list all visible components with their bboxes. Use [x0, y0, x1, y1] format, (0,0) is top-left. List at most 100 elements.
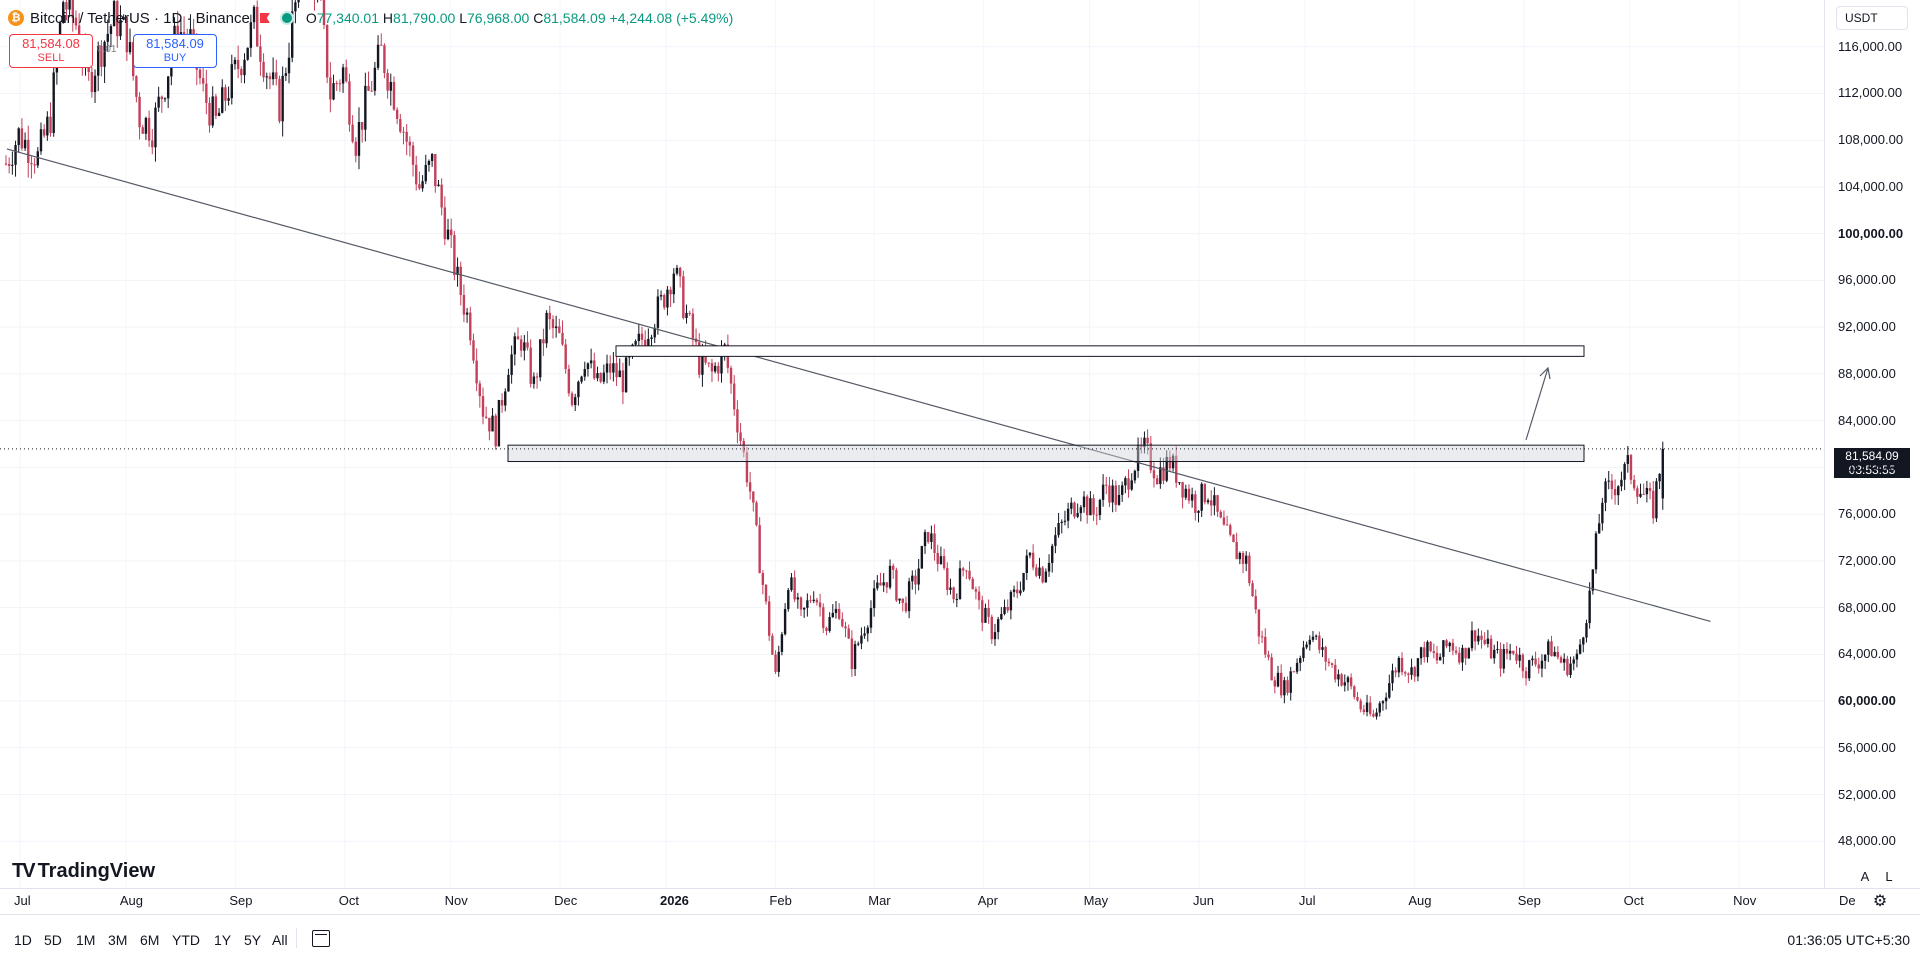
candle-body — [1054, 535, 1057, 546]
candle-body — [1070, 502, 1073, 509]
candle-body — [586, 363, 590, 370]
candle-body — [977, 591, 981, 601]
time-tick-label: Jul — [14, 893, 31, 908]
candle-body — [325, 25, 329, 78]
price-tick-label: 112,000.00 — [1838, 85, 1903, 101]
candle-body — [637, 333, 641, 342]
candle-body — [144, 117, 148, 134]
candle-body — [1245, 555, 1248, 564]
candle-body — [907, 581, 911, 612]
range-button-6m[interactable]: 6M — [140, 932, 160, 948]
candle-body — [720, 349, 723, 374]
flag-icon[interactable] — [259, 13, 270, 23]
log-scale-button[interactable]: L — [1885, 868, 1893, 884]
candle-body — [415, 164, 418, 185]
time-tick-label: Sep — [1517, 893, 1541, 908]
range-button-3m[interactable]: 3M — [108, 932, 128, 948]
candle-body — [236, 59, 240, 70]
candle-body — [1445, 640, 1448, 647]
candle-body — [904, 602, 908, 612]
candle-body — [612, 363, 615, 373]
candle-body — [71, 0, 74, 18]
range-button-ytd[interactable]: YTD — [172, 932, 200, 948]
candle-body — [230, 64, 233, 99]
candle-body — [1340, 674, 1343, 686]
candle-body — [430, 154, 434, 161]
candle-body — [1330, 663, 1334, 665]
candle-body — [990, 616, 993, 640]
candle-body — [138, 96, 141, 128]
candle-body — [1607, 480, 1610, 482]
candle-body — [580, 376, 583, 382]
candle-body — [656, 296, 660, 328]
candle-body — [440, 184, 443, 208]
candle-body — [1566, 658, 1569, 675]
candle-body — [1461, 647, 1464, 663]
time-axis[interactable]: ⚙ Jul Aug Sep Oct Nov Dec 2026 Feb Mar Apr May Jun J… — [0, 888, 1920, 915]
candle-body — [201, 78, 205, 84]
resistance-zone — [615, 345, 1585, 357]
candle-body — [701, 351, 704, 375]
candle-body — [1016, 589, 1019, 594]
candle-body — [539, 339, 542, 378]
candle-body — [1540, 660, 1544, 669]
candle-body — [243, 59, 246, 76]
candle-body — [1515, 653, 1518, 661]
candle-body — [329, 77, 332, 100]
candle-body — [17, 128, 20, 146]
price-chart[interactable] — [0, 0, 1824, 888]
price-axis[interactable] — [1824, 0, 1920, 888]
chart-area[interactable]: ₿ Bitcoin / TetherUS · 1D · Binance O77,… — [0, 0, 1824, 888]
candle-body — [1559, 657, 1563, 663]
current-price-tag: 81,584.09 03:53:55 — [1834, 448, 1910, 478]
candle-body — [787, 590, 790, 610]
candle-body — [882, 582, 885, 586]
candle-body — [1477, 635, 1480, 642]
range-button-1y[interactable]: 1Y — [214, 932, 232, 948]
candle-body — [860, 635, 863, 644]
symbol-title[interactable]: Bitcoin / TetherUS · 1D · Binance — [30, 9, 250, 27]
candle-body — [1365, 702, 1369, 713]
candle-body — [1505, 648, 1509, 654]
candle-body — [383, 45, 386, 74]
candle-body — [411, 145, 415, 165]
candle-body — [246, 47, 249, 60]
candle-body — [1623, 463, 1626, 480]
candle-body — [395, 109, 399, 120]
range-button-1d[interactable]: 1D — [14, 932, 32, 948]
symbol-header[interactable]: ₿ Bitcoin / TetherUS · 1D · Binance O77,… — [8, 7, 733, 29]
candle-body — [192, 29, 195, 35]
market-open-icon — [279, 11, 294, 25]
candle-body — [535, 376, 539, 378]
sell-button[interactable]: 81,584.08 SELL — [9, 34, 93, 68]
candle-body — [1260, 636, 1264, 638]
currency-select[interactable]: USDT — [1836, 6, 1908, 30]
candle-body — [981, 600, 984, 623]
candle-body — [373, 67, 377, 91]
candle-body — [713, 365, 717, 372]
candle-body — [529, 347, 532, 384]
range-button-all[interactable]: All — [272, 932, 288, 948]
candle-body — [758, 525, 761, 574]
candle-body — [898, 598, 901, 601]
candle-body — [1111, 485, 1114, 503]
range-button-5d[interactable]: 5D — [44, 932, 62, 948]
candle-body — [20, 128, 24, 149]
buy-button[interactable]: 81,584.09 BUY — [133, 34, 217, 68]
candle-body — [364, 85, 367, 130]
tradingview-logo[interactable]: TV TradingView — [12, 860, 155, 883]
calendar-icon[interactable] — [312, 930, 330, 947]
candle-body — [1146, 437, 1149, 444]
candle-body — [923, 532, 927, 547]
auto-scale-button[interactable]: A — [1860, 868, 1870, 884]
price-tick-label: 96,000.00 — [1838, 272, 1896, 288]
range-button-5y[interactable]: 5Y — [244, 932, 262, 948]
clock-timezone[interactable]: 01:36:05 UTC+5:30 — [1787, 932, 1910, 948]
settings-gear-icon[interactable]: ⚙ — [1872, 893, 1888, 910]
candle-body — [1658, 473, 1661, 482]
candle-body — [443, 207, 447, 240]
range-button-1m[interactable]: 1M — [76, 932, 96, 948]
candle-body — [240, 69, 243, 76]
candle-body — [475, 360, 478, 384]
candle-body — [647, 338, 650, 346]
